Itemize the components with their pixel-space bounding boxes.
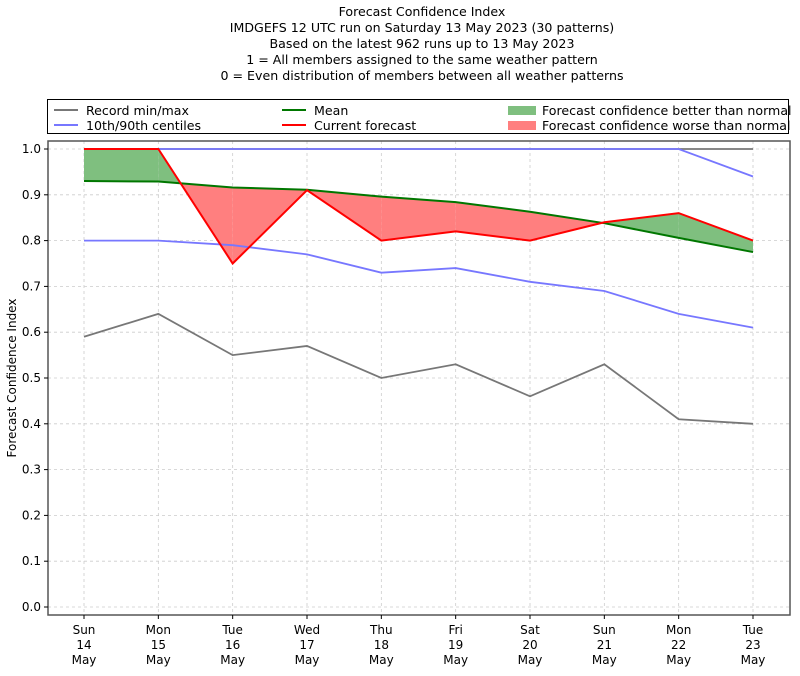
y-tick-label: 0.8 bbox=[22, 234, 41, 248]
chart-subtitle-4: 0 = Even distribution of members between… bbox=[220, 68, 624, 83]
series-lines bbox=[83, 148, 754, 425]
x-tick-label: Sun 14 May bbox=[72, 623, 97, 667]
x-tick-label: Sun 21 May bbox=[592, 623, 617, 667]
legend-item-better: Forecast confidence better than normal bbox=[508, 102, 792, 118]
legend-label-worse: Forecast confidence worse than normal bbox=[542, 117, 791, 133]
x-tick-label: Mon 22 May bbox=[666, 623, 691, 667]
x-tick-label: Tue 16 May bbox=[220, 623, 245, 667]
y-tick-label: 0.7 bbox=[22, 279, 41, 293]
y-tick-label: 0.5 bbox=[22, 371, 41, 385]
chart-subtitle-1: IMDGEFS 12 UTC run on Saturday 13 May 20… bbox=[229, 20, 615, 35]
legend-swatch-mean bbox=[282, 109, 306, 111]
x-axis: Sun 14 May Mon 15 May Tue 16 May Wed 17 May Thu 18 May… bbox=[72, 615, 766, 667]
chart-subtitle-2: Based on the latest 962 runs up to 13 Ma… bbox=[269, 36, 575, 51]
legend-item-record: Record min/max bbox=[54, 102, 189, 118]
series-line-mean bbox=[83, 180, 754, 254]
series-line-record-min bbox=[83, 312, 754, 425]
fill-worse bbox=[530, 211, 603, 241]
confidence-fills bbox=[84, 149, 753, 264]
chart-subtitle-3: 1 = All members assigned to the same wea… bbox=[246, 52, 598, 67]
legend-swatch-better bbox=[508, 105, 536, 115]
series-line-10th-centile bbox=[84, 239, 754, 329]
legend-item-centiles: 10th/90th centiles bbox=[54, 117, 201, 133]
chart-title: Forecast Confidence Index bbox=[338, 4, 506, 19]
x-tick-label: Mon 15 May bbox=[146, 623, 171, 667]
legend: Record min/max 10th/90th centiles Mean C… bbox=[47, 99, 792, 134]
legend-label-centiles: 10th/90th centiles bbox=[86, 117, 202, 133]
y-tick-label: 0.0 bbox=[22, 600, 41, 614]
y-tick-label: 0.3 bbox=[22, 463, 41, 477]
y-tick-label: 1.0 bbox=[22, 142, 41, 156]
legend-label-record: Record min/max bbox=[86, 102, 189, 118]
x-tick-label: Fri 19 May bbox=[443, 623, 468, 667]
legend-item-current: Current forecast bbox=[282, 117, 416, 133]
legend-swatch-current bbox=[282, 124, 306, 126]
y-tick-label: 0.2 bbox=[22, 508, 41, 522]
y-tick-label: 0.4 bbox=[22, 417, 41, 431]
x-tick-label: Thu 18 May bbox=[369, 623, 394, 667]
y-tick-label: 0.9 bbox=[22, 188, 41, 202]
x-tick-label: Wed 17 May bbox=[294, 623, 320, 667]
y-axis: 0.0 0.1 0.2 0.3 0.4 0.5 0.6 0.7 0.8 0.9 1.0 bbox=[22, 142, 48, 614]
series-line-90th-centile bbox=[84, 148, 754, 178]
fill-worse bbox=[381, 196, 456, 241]
y-tick-label: 0.6 bbox=[22, 325, 41, 339]
legend-label-better: Forecast confidence better than normal bbox=[542, 102, 792, 118]
legend-label-current: Current forecast bbox=[314, 117, 417, 133]
fill-worse bbox=[455, 202, 530, 241]
legend-label-mean: Mean bbox=[314, 102, 349, 118]
y-axis-label: Forecast Confidence Index bbox=[5, 299, 19, 458]
legend-swatch-record bbox=[54, 109, 78, 111]
y-tick-label: 0.1 bbox=[22, 554, 41, 568]
chart-title-block: Forecast Confidence Index IMDGEFS 12 UTC… bbox=[0, 4, 800, 84]
legend-swatch-worse bbox=[508, 120, 536, 130]
legend-swatch-centiles bbox=[54, 124, 78, 126]
fill-better bbox=[678, 213, 753, 253]
series-line-current-forecast bbox=[84, 148, 754, 266]
x-tick-label: Sat 20 May bbox=[518, 623, 543, 667]
legend-item-worse: Forecast confidence worse than normal bbox=[508, 117, 790, 133]
fill-better bbox=[604, 213, 679, 238]
x-tick-label: Tue 23 May bbox=[741, 623, 766, 667]
legend-item-mean: Mean bbox=[282, 102, 348, 118]
fill-better bbox=[84, 149, 159, 182]
